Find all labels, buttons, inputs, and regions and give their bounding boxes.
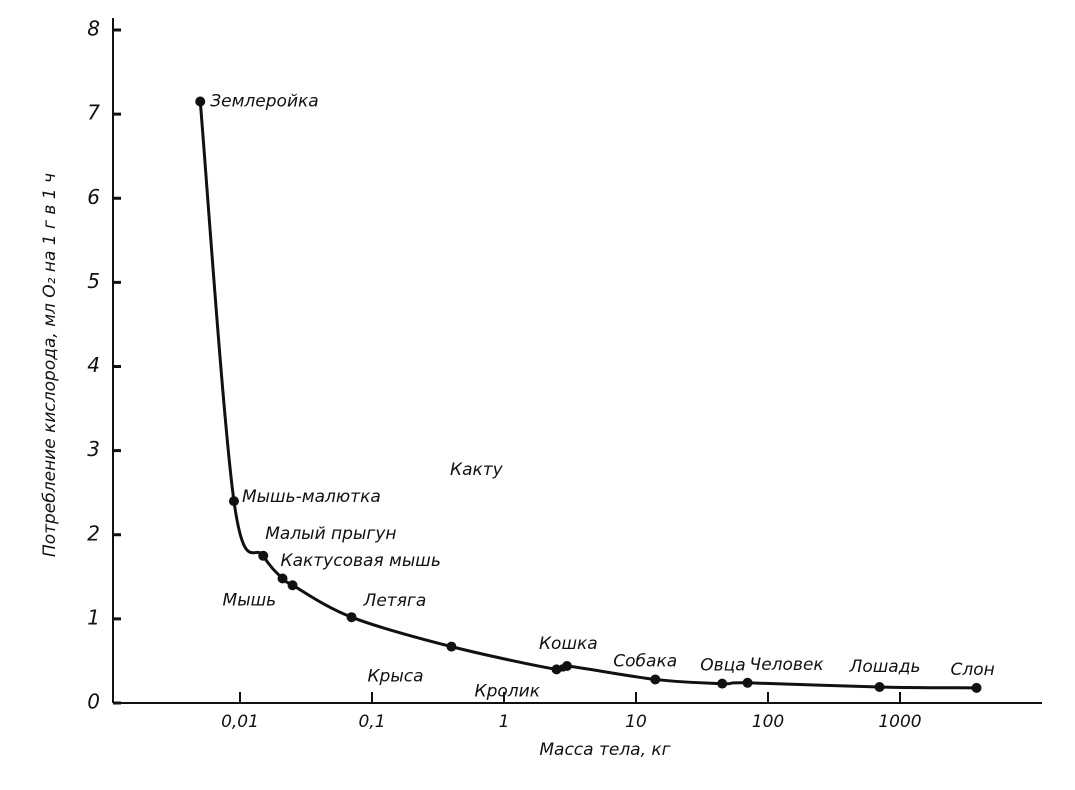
y-tick-label: 7 [87,101,100,125]
point-label: Мышь [223,590,277,610]
y-tick-label: 2 [87,521,100,545]
data-point [650,674,661,685]
annotation: Какту [450,460,504,480]
point-label: Слон [951,660,995,680]
point-label: Лошадь [849,657,921,677]
point-label: Малый прыгун [265,524,396,544]
point-label: Крыса [367,667,423,687]
point-label: Кролик [475,681,541,701]
point-label: Человек [750,655,825,675]
y-tick-label: 1 [87,605,100,629]
point-label: Землеройка [210,92,318,112]
curve [198,101,977,690]
x-axis-label: Масса тела, кг [539,740,670,760]
y-tick-label: 6 [87,185,100,209]
point-label: Мышь-малютка [242,487,381,507]
point-label: Овца [700,656,745,676]
y-tick-label: 4 [87,353,100,377]
data-point [971,682,982,693]
point-label: Летяга [363,591,427,611]
x-tick-label: 0,01 [221,712,259,732]
point-label: Собака [613,651,677,671]
data-point [874,682,885,693]
point-label: Кактусовая мышь [281,551,441,571]
x-tick-label: 0,1 [358,712,385,732]
y-tick-label: 3 [87,437,100,461]
data-point [717,678,728,689]
y-tick-label: 0 [87,690,100,714]
data-point [277,573,288,584]
data-point [287,580,298,591]
x-tick-label: 1 [499,712,510,732]
point-label: Кошка [539,634,598,654]
data-point [228,496,239,507]
x-tick-label: 100 [752,712,784,732]
x-tick-label: 10 [625,712,647,732]
y-tick-label: 8 [87,17,100,41]
data-point [551,664,562,675]
data-point [195,96,206,107]
y-axis-label: Потребление кислорода, мл O₂ на 1 г в 1 … [40,173,60,557]
data-point [561,660,572,671]
data-point [446,641,457,652]
x-tick-label: 1000 [878,712,921,732]
data-point [346,612,357,623]
data-point [258,550,269,561]
y-tick-label: 5 [87,269,100,293]
data-point [742,677,753,688]
